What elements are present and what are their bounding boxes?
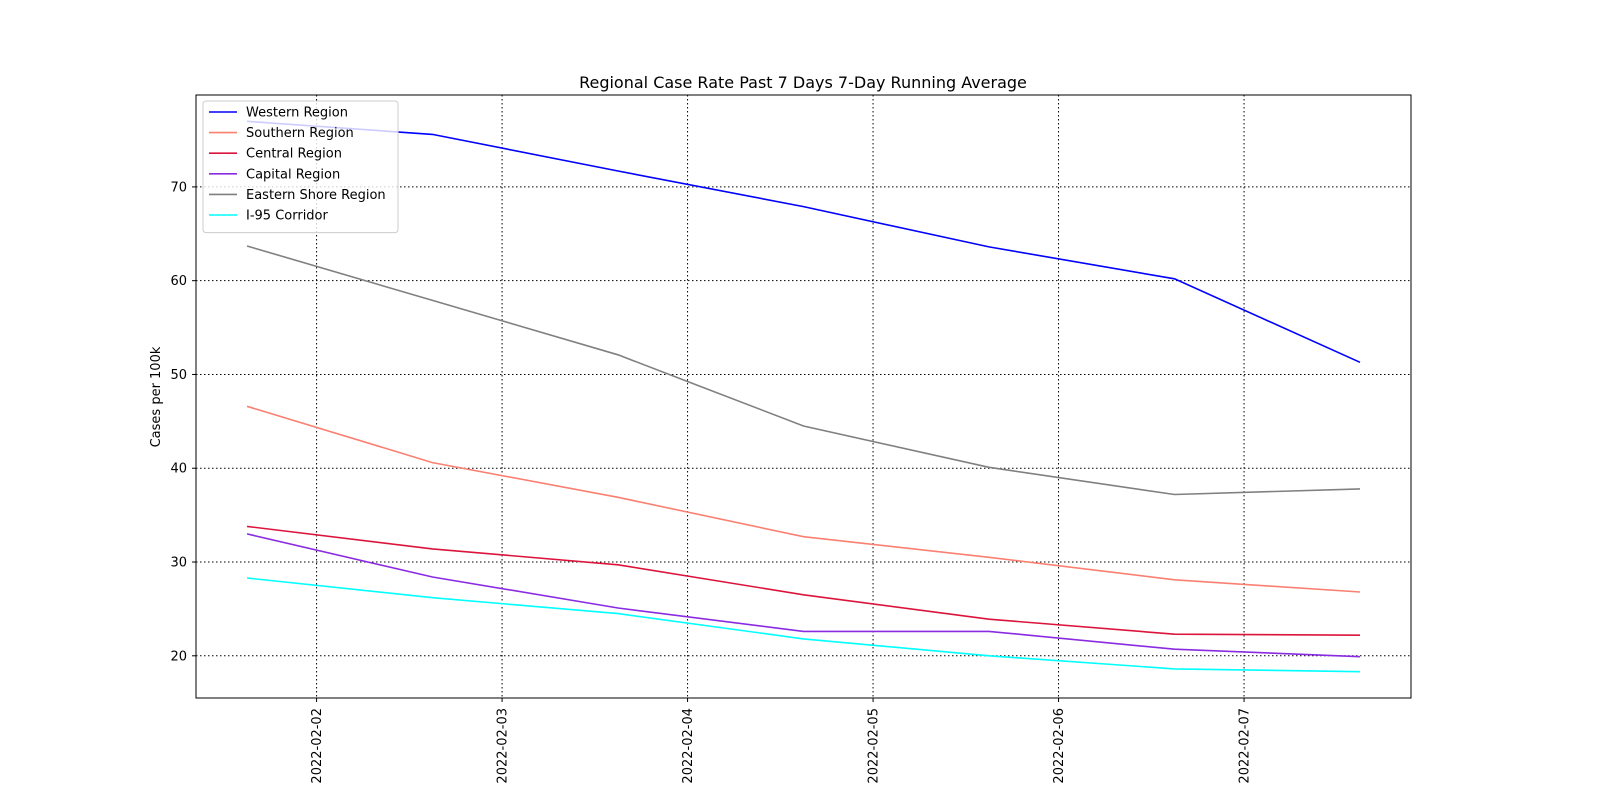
legend-label: Central Region — [246, 147, 342, 162]
legend-label: Southern Region — [246, 126, 354, 141]
series-line-i-95-corridor — [246, 577, 1361, 673]
x-tick-label: 2022-02-04 — [681, 708, 696, 784]
y-tick-label: 20 — [170, 649, 187, 664]
legend-label: Capital Region — [246, 167, 340, 182]
chart-title: Regional Case Rate Past 7 Days 7-Day Run… — [579, 73, 1027, 92]
y-tick-label: 50 — [170, 368, 187, 383]
series-line-eastern-shore-region — [246, 245, 1361, 496]
y-tick-label: 30 — [170, 556, 187, 571]
x-tick-label: 2022-02-02 — [310, 708, 325, 784]
legend-box — [202, 100, 399, 234]
series-line-capital-region — [246, 533, 1361, 658]
series-line-central-region — [246, 525, 1361, 637]
x-tick-label: 2022-02-06 — [1052, 708, 1067, 784]
series-lines — [246, 120, 1361, 673]
series-line-southern-region — [246, 405, 1361, 593]
legend-label: I-95 Corridor — [246, 209, 329, 224]
y-tick-label: 40 — [170, 462, 187, 477]
series-line-western-region — [246, 120, 1361, 364]
x-tick-label: 2022-02-07 — [1238, 708, 1253, 784]
y-tick-label: 70 — [170, 180, 187, 195]
legend-label: Eastern Shore Region — [246, 188, 386, 203]
legend-label: Western Region — [246, 106, 348, 121]
x-tick-label: 2022-02-05 — [867, 708, 882, 784]
x-axis: 2022-02-02 2022-02-03 2022-02-04 2022-02-05… — [310, 698, 1253, 784]
y-tick-label: 60 — [170, 274, 187, 289]
y-axis-label: Cases per 100k — [149, 346, 164, 447]
legend: Western Region Southern Region Central Reg… — [202, 100, 399, 234]
plot-frame — [195, 94, 1412, 699]
x-tick-label: 2022-02-03 — [496, 708, 511, 784]
y-axis: 20 30 40 50 60 70 — [170, 180, 196, 664]
